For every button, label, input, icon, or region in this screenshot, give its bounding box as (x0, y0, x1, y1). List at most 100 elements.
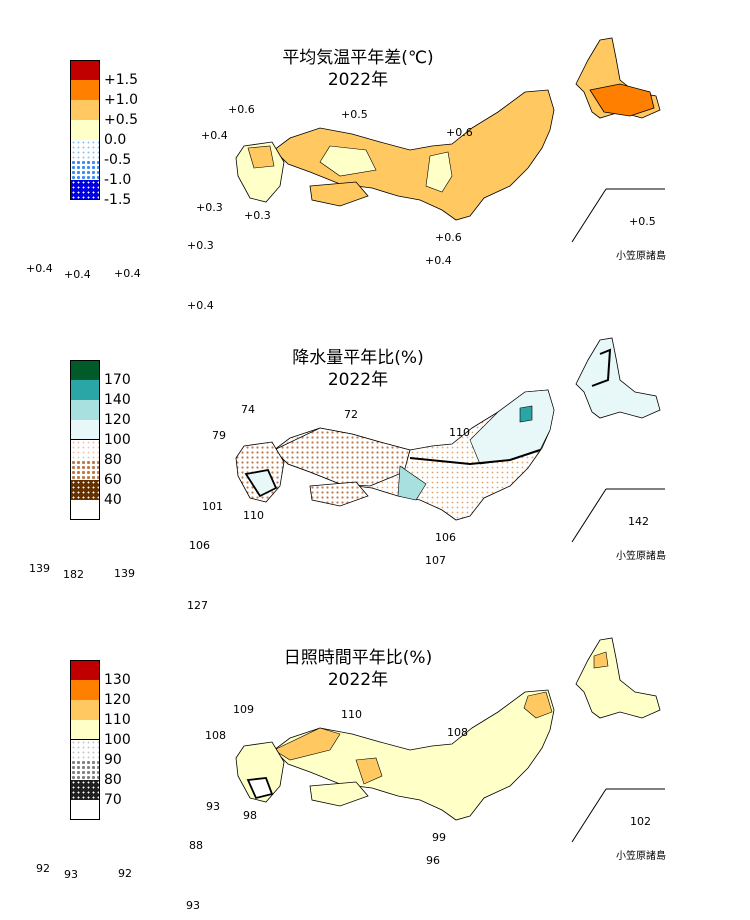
title-line2: 2022年 (327, 370, 389, 390)
legend: 170 140 120 100 80 60 40 (70, 360, 190, 520)
legend: +1.5 +1.0 +0.5 0.0 -0.5 -1.0 -1.5 (70, 60, 190, 208)
legend-swatch (70, 660, 100, 680)
ogasawara-label: 小笠原諸島 (616, 851, 666, 862)
region-label: 139 (114, 567, 135, 580)
legend-label: -0.5 (104, 152, 132, 168)
region-label: 93 (64, 868, 78, 881)
legend-swatch (70, 460, 100, 480)
legend-row: +1.0 (70, 80, 190, 108)
sunshine-panel: 日照時間平年比(%) 2022年 130 120 110 100 90 80 7… (0, 600, 750, 912)
legend-swatch (70, 120, 100, 140)
legend-row: 120 (70, 400, 190, 428)
mainland (235, 337, 661, 521)
region-label: +0.3 (244, 209, 271, 222)
legend-label: 80 (104, 452, 122, 468)
legend-label: 120 (104, 412, 131, 428)
region-label: 106 (435, 531, 456, 544)
region-label: 92 (118, 867, 132, 880)
legend-row: +1.5 (70, 60, 190, 88)
ogasawara-inset (571, 788, 665, 843)
legend-swatch (70, 160, 100, 180)
legend-swatch (70, 420, 100, 440)
region-label: +0.4 (64, 268, 91, 281)
region-label: 98 (243, 809, 257, 822)
legend-label: 60 (104, 472, 122, 488)
legend-swatch (70, 800, 100, 820)
legend-swatch (70, 500, 100, 520)
region-label: 127 (187, 599, 208, 612)
title-line2: 2022年 (327, 670, 389, 690)
region-label: 110 (341, 708, 362, 721)
legend-swatch (70, 100, 100, 120)
legend-label: 40 (104, 492, 122, 508)
ogasawara-label: 小笠原諸島 (616, 251, 666, 262)
legend-label: +1.0 (104, 92, 138, 108)
region-label: +0.4 (114, 267, 141, 280)
legend-row (70, 800, 190, 820)
legend-row: 100 (70, 720, 190, 748)
legend-swatch (70, 700, 100, 720)
region-label: 182 (63, 568, 84, 581)
legend-label: 110 (104, 712, 131, 728)
legend-row: 100 (70, 420, 190, 448)
legend-row: 80 (70, 760, 190, 788)
region-label: +0.3 (187, 239, 214, 252)
legend-row: 70 (70, 780, 190, 808)
legend-swatch (70, 140, 100, 160)
legend-label: 120 (104, 692, 131, 708)
region-label: +0.5 (341, 108, 368, 121)
region-label: 107 (425, 554, 446, 567)
legend-label: 100 (104, 432, 131, 448)
region-label: 96 (426, 854, 440, 867)
legend-swatch (70, 180, 100, 200)
region-label: +0.6 (446, 126, 473, 139)
japan-map (235, 337, 665, 543)
legend-swatch (70, 400, 100, 420)
region-label: 109 (233, 703, 254, 716)
legend-swatch (70, 780, 100, 800)
legend-row: -0.5 (70, 140, 190, 168)
region-label: 93 (186, 899, 200, 912)
title-line1: 平均気温平年差(℃) (282, 48, 434, 68)
region-label: +0.6 (228, 103, 255, 116)
legend-label: -1.5 (104, 192, 132, 208)
legend-label: +1.5 (104, 72, 138, 88)
legend-label: 130 (104, 672, 131, 688)
legend-row: 140 (70, 380, 190, 408)
legend-label: 90 (104, 752, 122, 768)
region-label: +0.4 (201, 129, 228, 142)
region-label: +0.3 (196, 201, 223, 214)
legend-row: 130 (70, 660, 190, 688)
legend-row (70, 500, 190, 520)
mainland (235, 37, 661, 221)
region-label: 74 (241, 403, 255, 416)
ogasawara-label: 小笠原諸島 (616, 551, 666, 562)
region-label: +0.4 (26, 262, 53, 275)
region-label: 106 (189, 539, 210, 552)
title-line1: 降水量平年比(%) (292, 348, 424, 368)
region-label: 110 (449, 426, 470, 439)
legend-swatch (70, 740, 100, 760)
legend-label: 140 (104, 392, 131, 408)
legend-row: 110 (70, 700, 190, 728)
legend-swatch (70, 720, 100, 740)
legend-swatch (70, 480, 100, 500)
region-label: +0.4 (187, 299, 214, 312)
legend-row: 170 (70, 360, 190, 388)
legend-row: +0.5 (70, 100, 190, 128)
legend-swatch (70, 60, 100, 80)
region-label: 93 (206, 800, 220, 813)
legend-row: 80 (70, 440, 190, 468)
legend-label: 170 (104, 372, 131, 388)
region-label: 99 (432, 831, 446, 844)
japan-map (235, 637, 665, 843)
region-label: +0.5 (629, 215, 656, 228)
region-label: 108 (447, 726, 468, 739)
legend-swatch (70, 760, 100, 780)
legend-label: 100 (104, 732, 131, 748)
temperature-panel: 平均気温平年差(℃) 2022年 +1.5 +1.0 +0.5 0.0 -0.5… (0, 0, 750, 312)
region-label: +0.4 (425, 254, 452, 267)
region-label: 79 (212, 429, 226, 442)
legend-row: 40 (70, 480, 190, 508)
title-line1: 日照時間平年比(%) (283, 648, 433, 668)
